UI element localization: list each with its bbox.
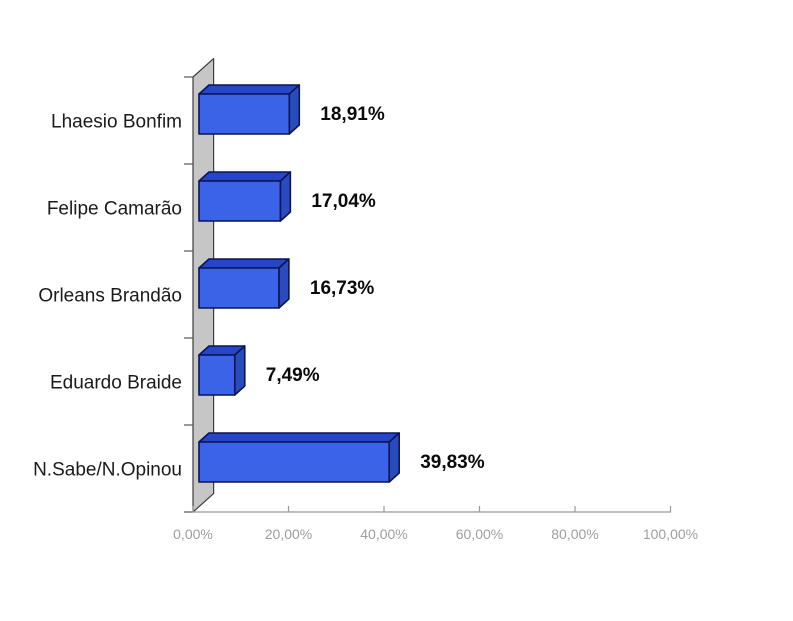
- value-label-4: 39,83%: [420, 452, 485, 473]
- x-tick-label: 80,00%: [551, 526, 598, 542]
- bar-side-face-2: [278, 258, 290, 309]
- bar-top-face-0: [198, 84, 301, 95]
- category-label-1: Felipe Camarão: [47, 199, 182, 220]
- bar-side-face-4: [388, 432, 400, 483]
- bar-side-face-0: [288, 84, 301, 135]
- x-tick-label: 40,00%: [360, 526, 407, 542]
- value-label-0: 18,91%: [320, 104, 385, 125]
- bar-side-face-1: [279, 171, 292, 222]
- bar-1: [198, 180, 282, 222]
- category-label-0: Lhaesio Bonfim: [51, 112, 182, 133]
- value-label-2: 16,73%: [310, 278, 375, 299]
- x-tick-label: 100,00%: [643, 526, 698, 542]
- x-tick-label: 20,00%: [265, 526, 312, 542]
- bar-4: [198, 441, 390, 483]
- bar-3: [198, 354, 236, 396]
- bar-top-face-4: [198, 432, 400, 443]
- x-tick-label: 60,00%: [456, 526, 503, 542]
- bar-side-face-3: [233, 345, 246, 396]
- bar-0: [198, 93, 291, 135]
- x-tick-label: 0,00%: [173, 526, 213, 542]
- bar-2: [198, 267, 280, 309]
- category-label-4: N.Sabe/N.Opinou: [33, 460, 182, 481]
- bar-top-face-2: [198, 258, 290, 269]
- category-label-2: Orleans Brandão: [38, 286, 182, 307]
- value-label-3: 7,49%: [266, 365, 320, 386]
- category-label-3: Eduardo Braide: [50, 373, 182, 394]
- bar-top-face-1: [198, 171, 292, 182]
- value-label-1: 17,04%: [311, 191, 376, 212]
